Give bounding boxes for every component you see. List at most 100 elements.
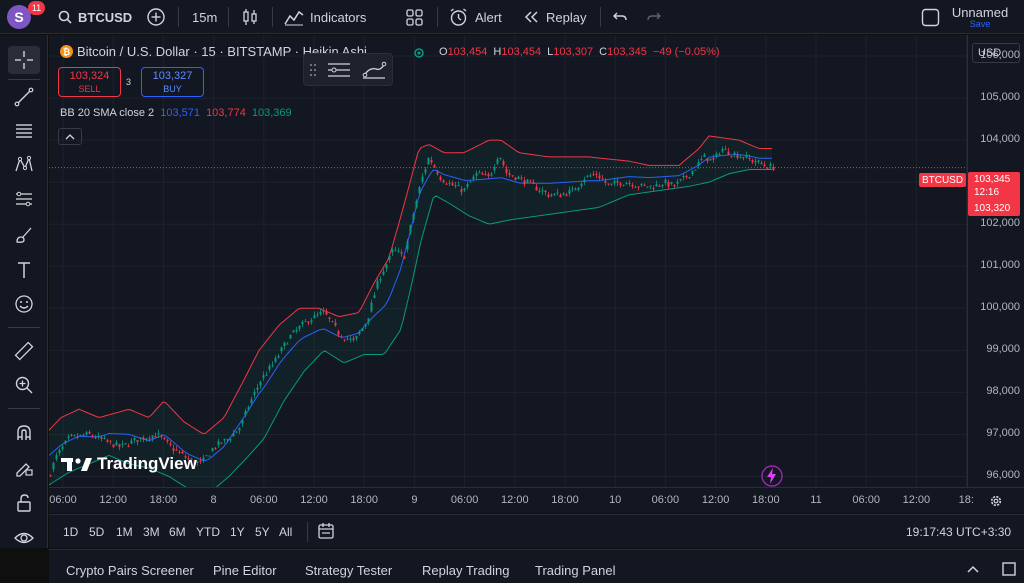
range-button-1y[interactable]: 1Y <box>230 525 245 539</box>
undo-button[interactable] <box>612 0 628 34</box>
candle-body <box>454 185 457 187</box>
tab-replay-trading[interactable]: Replay Trading <box>422 563 510 578</box>
trend-line-tool[interactable] <box>8 83 40 111</box>
icon-tool[interactable] <box>8 290 40 318</box>
range-button-5d[interactable]: 5D <box>89 525 105 539</box>
interval-button[interactable]: 15m <box>192 0 217 34</box>
range-button-5y[interactable]: 5Y <box>255 525 270 539</box>
magnet-tool[interactable] <box>8 419 40 447</box>
gear-icon[interactable] <box>989 494 1003 508</box>
candle-body <box>583 179 586 183</box>
candle-body <box>610 183 613 185</box>
projection-tool[interactable] <box>8 185 40 213</box>
range-button-3m[interactable]: 3M <box>143 525 160 539</box>
range-button-1m[interactable]: 1M <box>116 525 133 539</box>
bollinger-lower-line <box>49 169 772 487</box>
compare-symbol-button[interactable] <box>146 0 166 34</box>
candle-body <box>187 458 190 460</box>
symbol-legend[interactable]: ₿ Bitcoin / U.S. Dollar · 15 · BITSTAMP … <box>60 44 367 59</box>
tab-strategy-tester[interactable]: Strategy Tester <box>305 563 393 578</box>
tab-crypto-pairs-screener[interactable]: Crypto Pairs Screener <box>66 563 194 578</box>
pattern-tool[interactable] <box>8 151 40 179</box>
candle-body <box>265 374 268 376</box>
chart-type-button[interactable] <box>241 0 259 34</box>
candle-body <box>706 158 709 162</box>
bollinger-upper-line <box>49 135 772 435</box>
candle-body <box>724 148 727 150</box>
candle-body <box>268 365 271 370</box>
candle-body <box>631 184 634 187</box>
time-tick: 18:00 <box>752 494 780 506</box>
drag-handle-icon[interactable] <box>308 62 318 78</box>
layout-name[interactable]: Unnamed Save <box>950 5 1010 29</box>
replay-button[interactable]: Replay <box>523 0 586 34</box>
range-button-6m[interactable]: 6M <box>169 525 186 539</box>
candle-body <box>70 435 73 437</box>
tab-pine-editor[interactable]: Pine Editor <box>213 563 277 578</box>
chart-pane[interactable]: ₿ Bitcoin / U.S. Dollar · 15 · BITSTAMP … <box>49 35 967 487</box>
save-label: Save <box>969 19 991 29</box>
indicators-button[interactable]: Indicators <box>284 0 366 34</box>
layout-select-checkbox[interactable] <box>921 0 940 34</box>
collapse-legend-button[interactable] <box>58 128 82 145</box>
candle-body <box>640 183 643 186</box>
lightning-icon[interactable] <box>760 464 784 488</box>
candle-body <box>655 184 658 187</box>
text-tool[interactable] <box>8 256 40 284</box>
price-chart[interactable] <box>49 35 967 487</box>
calendar-icon[interactable] <box>317 522 335 540</box>
chevron-up-icon[interactable] <box>966 564 980 574</box>
price-axis[interactable]: USD 106,000105,000104,000103,000102,0001… <box>967 35 1024 487</box>
symbol-search[interactable]: BTCUSD <box>58 0 132 34</box>
candle-body <box>415 200 418 208</box>
bb-lower-value: 103,369 <box>251 107 292 119</box>
path-icon[interactable] <box>361 59 387 81</box>
range-button-1d[interactable]: 1D <box>63 525 79 539</box>
time-tick: 18:00 <box>149 494 178 506</box>
candle-body <box>286 343 289 345</box>
fib-tool[interactable] <box>8 117 40 145</box>
candle-body <box>571 188 574 190</box>
timezone-clock[interactable]: 19:17:43 UTC+3:30 <box>906 525 1012 539</box>
divider <box>8 327 40 328</box>
candle-body <box>295 329 298 332</box>
candle-body <box>664 179 667 183</box>
tab-trading-panel[interactable]: Trading Panel <box>535 563 616 578</box>
zoom-tool[interactable] <box>8 371 40 399</box>
hide-drawings-tool[interactable] <box>8 524 40 552</box>
ohlc-key-high: H <box>493 46 502 58</box>
stay-drawing-tool[interactable] <box>8 454 40 482</box>
price-tick: 98,000 <box>986 385 1020 398</box>
time-axis[interactable]: 06:00 12:00 18:00 8 06:00 12:00 18:00 9 06:00 12:… <box>49 487 1024 513</box>
indicator-legend[interactable]: BB 20 SMA close 2 103,571 103,774 103,36… <box>60 107 292 119</box>
lock-drawings-tool[interactable] <box>8 489 40 517</box>
sell-button[interactable]: 103,324 SELL <box>58 67 121 97</box>
buy-button[interactable]: 103,327 BUY <box>141 67 204 97</box>
divider <box>8 408 40 409</box>
maximize-icon[interactable] <box>1002 562 1016 576</box>
candle-body <box>703 154 706 157</box>
price-tick: 104,000 <box>980 133 1020 146</box>
symbol-title: Bitcoin / U.S. Dollar · 15 · BITSTAMP · … <box>77 44 367 59</box>
candle-body <box>127 445 130 447</box>
layouts-button[interactable] <box>406 0 423 34</box>
divider <box>600 7 601 27</box>
candle-body <box>538 190 541 192</box>
candle-body <box>487 174 490 177</box>
measure-tool[interactable] <box>8 337 40 365</box>
user-avatar[interactable]: S <box>7 5 31 29</box>
currency-select[interactable]: USD <box>972 43 1020 63</box>
time-tick: 8 <box>210 494 217 506</box>
alert-button[interactable]: Alert <box>449 0 502 34</box>
candle-body <box>541 190 544 192</box>
redo-button[interactable] <box>646 0 662 34</box>
range-button-ytd[interactable]: YTD <box>196 525 220 539</box>
range-button-all[interactable]: All <box>279 525 293 539</box>
candle-body <box>658 185 661 187</box>
brush-tool[interactable] <box>8 221 40 249</box>
crosshair-tool[interactable] <box>8 46 40 74</box>
brush-icon <box>16 227 32 243</box>
candle-body <box>280 347 283 352</box>
candle-body <box>157 433 160 435</box>
horizontal-ray-icon[interactable] <box>326 59 352 81</box>
